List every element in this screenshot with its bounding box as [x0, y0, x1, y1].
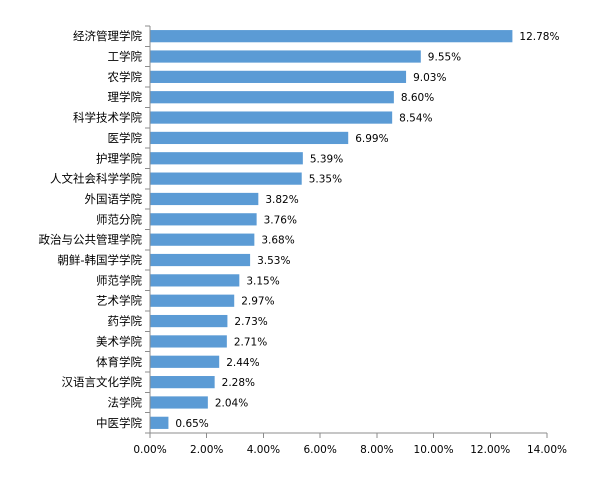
bar [150, 152, 303, 165]
data-label: 2.44% [226, 357, 259, 369]
category-label: 护理学院 [96, 151, 142, 165]
x-tick-label: 2.00% [190, 444, 223, 456]
data-label: 6.99% [355, 133, 388, 145]
x-tick-label: 14.00% [527, 444, 567, 456]
data-label: 2.73% [234, 316, 267, 328]
bar [150, 396, 208, 409]
data-label: 0.65% [175, 418, 208, 430]
bar [150, 91, 394, 104]
bar [150, 131, 349, 145]
category-label: 经济管理学院 [73, 29, 142, 43]
data-label: 5.35% [309, 174, 342, 186]
data-label: 2.28% [222, 377, 255, 389]
category-label: 人文社会科学学院 [50, 172, 142, 186]
bar [150, 355, 220, 368]
x-tick-label: 6.00% [303, 444, 336, 456]
category-label: 外国语学院 [85, 192, 143, 206]
bar [150, 233, 255, 246]
x-tick-label: 4.00% [247, 444, 280, 456]
bar [150, 416, 169, 429]
category-label: 政治与公共管理学院 [39, 233, 143, 247]
data-label: 3.15% [246, 275, 279, 287]
x-tick-label: 12.00% [470, 444, 510, 456]
data-label: 12.78% [519, 31, 559, 43]
x-tick-label: 0.00% [133, 444, 166, 456]
bar [150, 111, 393, 124]
bar [150, 253, 251, 267]
category-label: 汉语言文化学院 [62, 375, 143, 389]
bar [150, 314, 228, 328]
bar [150, 70, 407, 83]
category-label: 朝鲜-韩国学学院 [57, 253, 142, 267]
data-label: 5.39% [310, 153, 343, 165]
category-label: 师范学院 [96, 273, 142, 287]
x-tick-label: 8.00% [360, 444, 393, 456]
bar [150, 376, 215, 389]
bar [150, 192, 259, 206]
category-label: 科学技术学院 [73, 111, 142, 125]
category-label: 师范分院 [96, 212, 142, 226]
data-label: 3.76% [264, 214, 297, 226]
data-label: 3.53% [257, 255, 290, 267]
category-label: 医学院 [108, 131, 143, 145]
plot-area: 0.00% 2.00% 4.00% 6.00% 8.00% 10.00% 12.00% 14.… [39, 25, 567, 456]
data-label: 9.55% [428, 52, 461, 64]
category-label: 药学院 [108, 314, 143, 328]
bar [150, 294, 235, 307]
data-label: 2.04% [215, 397, 248, 409]
category-label: 法学院 [108, 395, 143, 409]
category-label: 体育学院 [96, 355, 142, 369]
x-tick-label: 10.00% [414, 444, 454, 456]
data-label: 8.60% [401, 92, 434, 104]
category-label: 美术学院 [96, 334, 142, 348]
data-label: 3.82% [265, 194, 298, 206]
data-label: 3.68% [261, 235, 294, 247]
bar [150, 30, 513, 43]
bar [150, 274, 240, 287]
bar [150, 50, 421, 63]
bar [150, 213, 257, 226]
category-label: 理学院 [108, 90, 143, 104]
category-label: 艺术学院 [96, 294, 142, 308]
data-label: 8.54% [399, 113, 432, 125]
category-label: 工学院 [108, 50, 143, 64]
data-label: 2.71% [234, 336, 267, 348]
data-label: 9.03% [413, 72, 446, 84]
category-label: 农学院 [108, 70, 143, 84]
bar [150, 335, 227, 348]
category-label: 中医学院 [96, 416, 142, 430]
data-label: 2.97% [241, 296, 274, 308]
bar [150, 172, 302, 185]
